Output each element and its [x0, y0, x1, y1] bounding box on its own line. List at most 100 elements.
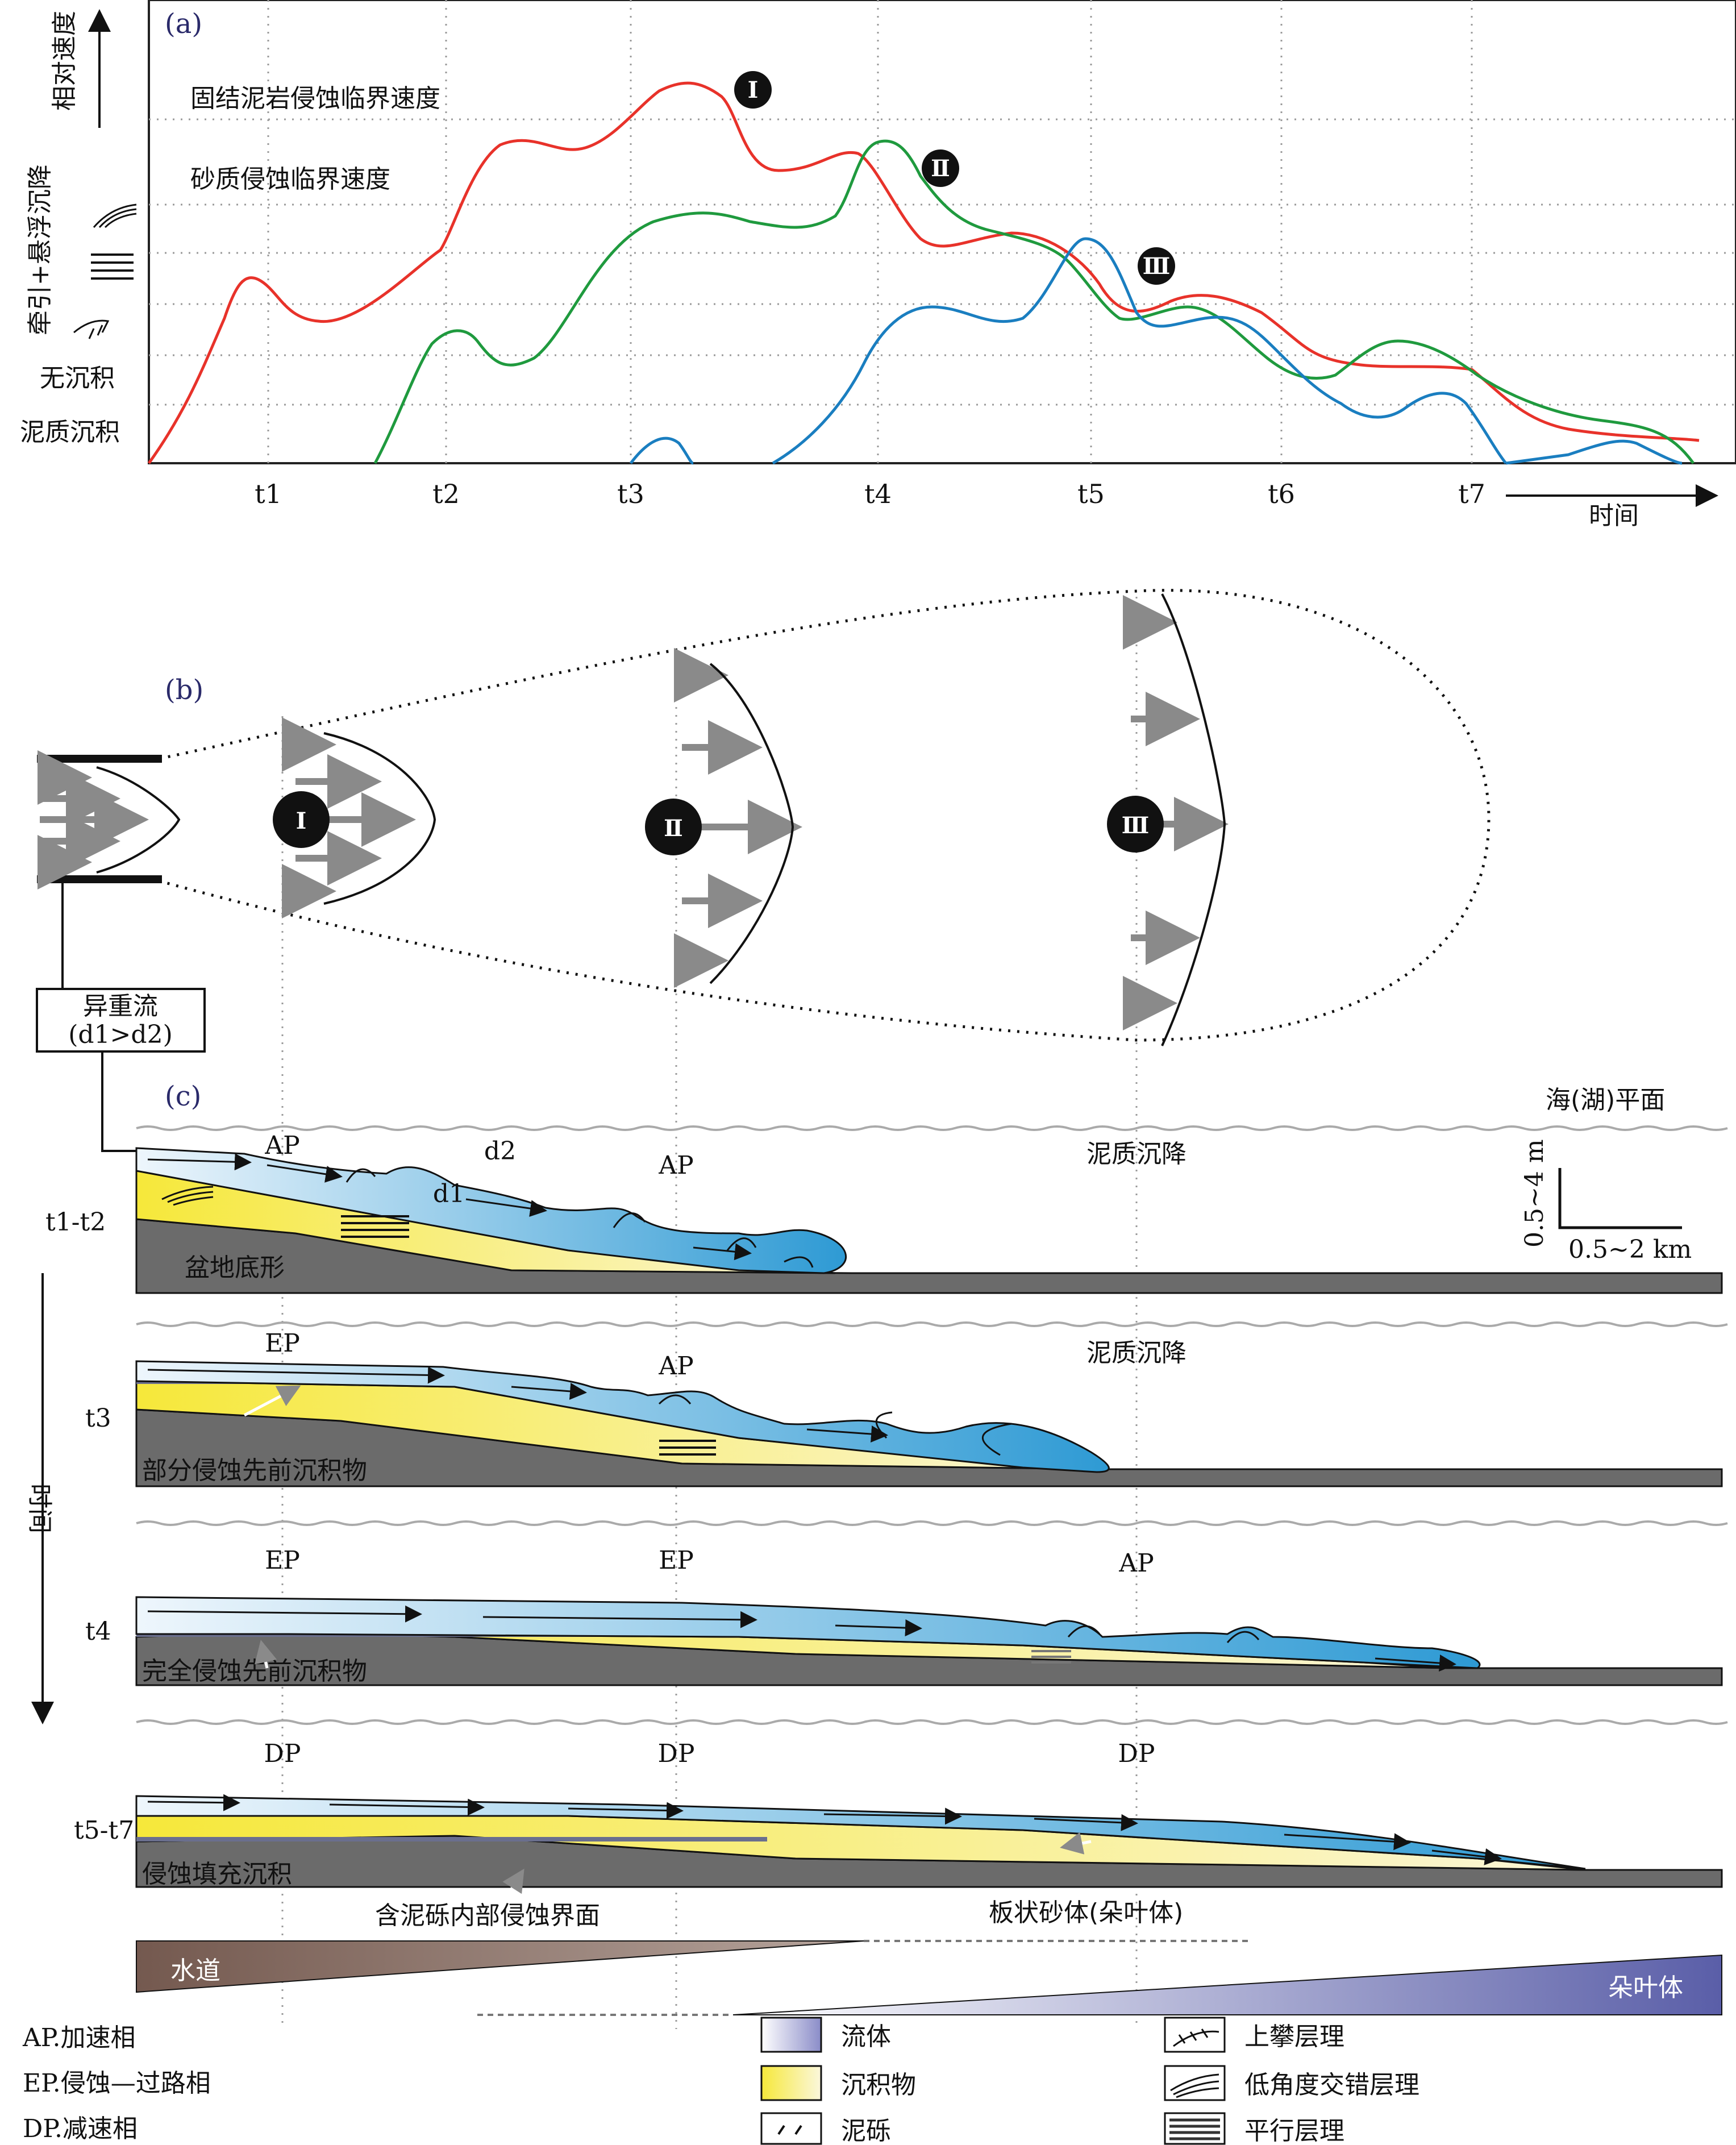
flow-plume-outline — [159, 589, 1491, 1042]
legend-ap: AP.加速相 — [22, 2023, 135, 2052]
tick-t3: t3 — [617, 479, 644, 509]
panel-b: (b) — [36, 589, 1491, 2029]
y-level-traction: 牵引+悬浮沉降 — [26, 164, 55, 335]
row4-note-erosion: 含泥砾内部侵蚀界面 — [375, 1901, 600, 1930]
tick-t2: t2 — [432, 479, 460, 509]
threshold-mudstone: 固结泥岩侵蚀临界速度 — [190, 84, 440, 113]
source-box-line1: 异重流 — [83, 992, 158, 1021]
legend-dp: DP.减速相 — [23, 2114, 138, 2143]
parallel-legend-icon — [1169, 2118, 1220, 2140]
row1-settle: 泥质沉降 — [1086, 1140, 1187, 1169]
svg-text:Ⅰ: Ⅰ — [748, 77, 759, 103]
low-angle-cross-bedding-icon — [93, 203, 137, 228]
row3-phase-2: EP — [659, 1546, 694, 1575]
tick-t6: t6 — [1268, 479, 1295, 509]
svg-text:Ⅰ: Ⅰ — [296, 808, 307, 834]
scale-horizontal: 0.5~2 km — [1568, 1235, 1692, 1264]
scale-vertical: 0.5~4 m — [1520, 1139, 1549, 1248]
row-t5-t7: t5-t7 DP DP DP 侵蚀填充沉积 含泥砾内部侵蚀界面 板状砂体(朵叶体… — [74, 1719, 1728, 1930]
panel-a: (a) 相对速度 牵引+悬浮沉降 无沉积 泥质沉积 固结泥岩侵蚀临界速度 砂质侵… — [20, 0, 1736, 530]
panel-b-label: (b) — [165, 674, 203, 706]
panel-a-frame — [148, 0, 1736, 464]
svg-text:Ⅱ: Ⅱ — [664, 815, 683, 842]
profile-III: Ⅲ — [1107, 593, 1229, 1046]
row3-phase-3: AP — [1118, 1549, 1154, 1578]
legend-low-angle: 低角度交错层理 — [1244, 2071, 1419, 2100]
svg-text:Ⅲ: Ⅲ — [1143, 253, 1171, 280]
row1-phase-1: AP — [264, 1131, 299, 1160]
climbing-ripple-legend-icon — [1173, 2028, 1219, 2047]
threshold-sand: 砂质侵蚀临界速度 — [190, 165, 390, 194]
tick-t5: t5 — [1077, 479, 1105, 509]
source-channel-top — [37, 755, 162, 763]
panel-c: (c) 海(湖)平面 0.5~4 m 0.5~2 km 时间 t1-t2 — [25, 1080, 1728, 1930]
row3-phase-1: EP — [265, 1546, 300, 1575]
time-axis-label: 时间 — [25, 1483, 54, 1533]
source-box — [36, 988, 206, 1053]
source-velocity-profile — [96, 766, 181, 874]
swatch-mud-clast — [760, 2112, 822, 2145]
tick-t1: t1 — [255, 479, 282, 509]
channel-lobe-wedges: 水道 朵叶体 — [136, 1940, 1722, 2016]
legend-parallel: 平行层理 — [1244, 2117, 1344, 2145]
row3-time: t4 — [85, 1617, 111, 1646]
marker-III: Ⅲ — [1138, 247, 1175, 285]
panel-c-label: (c) — [165, 1080, 201, 1112]
row2-phase-2: AP — [658, 1352, 693, 1381]
climbing-ripple-icon — [73, 319, 110, 339]
low-angle-legend-icon — [1170, 2073, 1219, 2098]
row4-phase-2: DP — [658, 1739, 695, 1768]
profile-II: Ⅱ — [645, 648, 802, 988]
lobe-label: 朵叶体 — [1608, 1973, 1683, 2002]
source-arrows — [38, 750, 149, 889]
panel-a-gridlines — [149, 0, 1736, 463]
y-axis-title: 相对速度 — [50, 11, 79, 111]
legend-ep: EP.侵蚀—过路相 — [23, 2069, 211, 2098]
curve-II-green — [373, 139, 1695, 464]
row4-phase-1: DP — [264, 1739, 301, 1768]
sea-level-label: 海(湖)平面 — [1546, 1086, 1665, 1115]
curve-I-red — [147, 81, 1700, 464]
tick-t4: t4 — [864, 479, 892, 509]
legend-mud-clast: 泥砾 — [841, 2117, 891, 2145]
source-channel-bottom — [37, 875, 162, 883]
row2-time: t3 — [85, 1404, 111, 1433]
row3-base: 完全侵蚀先前沉积物 — [142, 1657, 367, 1686]
row1-d1: d1 — [433, 1179, 465, 1208]
svg-text:Ⅲ: Ⅲ — [1122, 812, 1150, 839]
channel-label: 水道 — [170, 1956, 220, 1985]
row2-phase-1: EP — [265, 1329, 300, 1358]
row4-phase-3: DP — [1118, 1739, 1155, 1768]
marker-II: Ⅱ — [922, 149, 959, 187]
legend-sediment: 沉积物 — [841, 2071, 916, 2100]
parallel-bedding-icon — [91, 253, 134, 280]
legend-climbing-ripple: 上攀层理 — [1244, 2022, 1344, 2051]
row-t1-t2: t1-t2 AP AP d2 d1 泥质沉降 盆地底形 — [45, 1125, 1728, 1294]
swatch-fluid — [760, 2017, 822, 2053]
row1-phase-2: AP — [658, 1151, 693, 1180]
row2-base: 部分侵蚀先前沉积物 — [142, 1456, 367, 1485]
y-level-none: 无沉积 — [40, 364, 115, 393]
source-connector-down — [101, 1051, 136, 1152]
channel-wedge — [136, 1940, 864, 1993]
panel-a-label: (a) — [165, 8, 202, 40]
svg-text:Ⅱ: Ⅱ — [931, 155, 950, 182]
row1-base: 盆地底形 — [185, 1253, 285, 1282]
lobe-wedge — [732, 1954, 1722, 2015]
swatch-low-angle — [1164, 2065, 1226, 2101]
legend-fluid: 流体 — [841, 2022, 891, 2051]
mud-clast-icon — [777, 2125, 802, 2135]
y-level-mud: 泥质沉积 — [20, 418, 120, 447]
legend: AP.加速相 EP.侵蚀—过路相 DP.减速相 流体 沉积物 泥砾 上攀层理 低… — [22, 2017, 1419, 2145]
source-box-line2: (d1>d2) — [68, 1020, 173, 1049]
row1-time: t1-t2 — [45, 1208, 106, 1237]
row2-settle: 泥质沉降 — [1086, 1338, 1187, 1367]
row-t4: t4 EP EP AP 完全侵蚀先前沉积物 — [85, 1520, 1728, 1686]
scale-bar — [1558, 1168, 1682, 1229]
x-axis-title: 时间 — [1589, 501, 1639, 530]
marker-I: Ⅰ — [734, 71, 772, 109]
row4-note-lobe: 板状砂体(朵叶体) — [989, 1898, 1183, 1927]
row4-base: 侵蚀填充沉积 — [142, 1860, 292, 1889]
swatch-sediment — [760, 2065, 822, 2101]
